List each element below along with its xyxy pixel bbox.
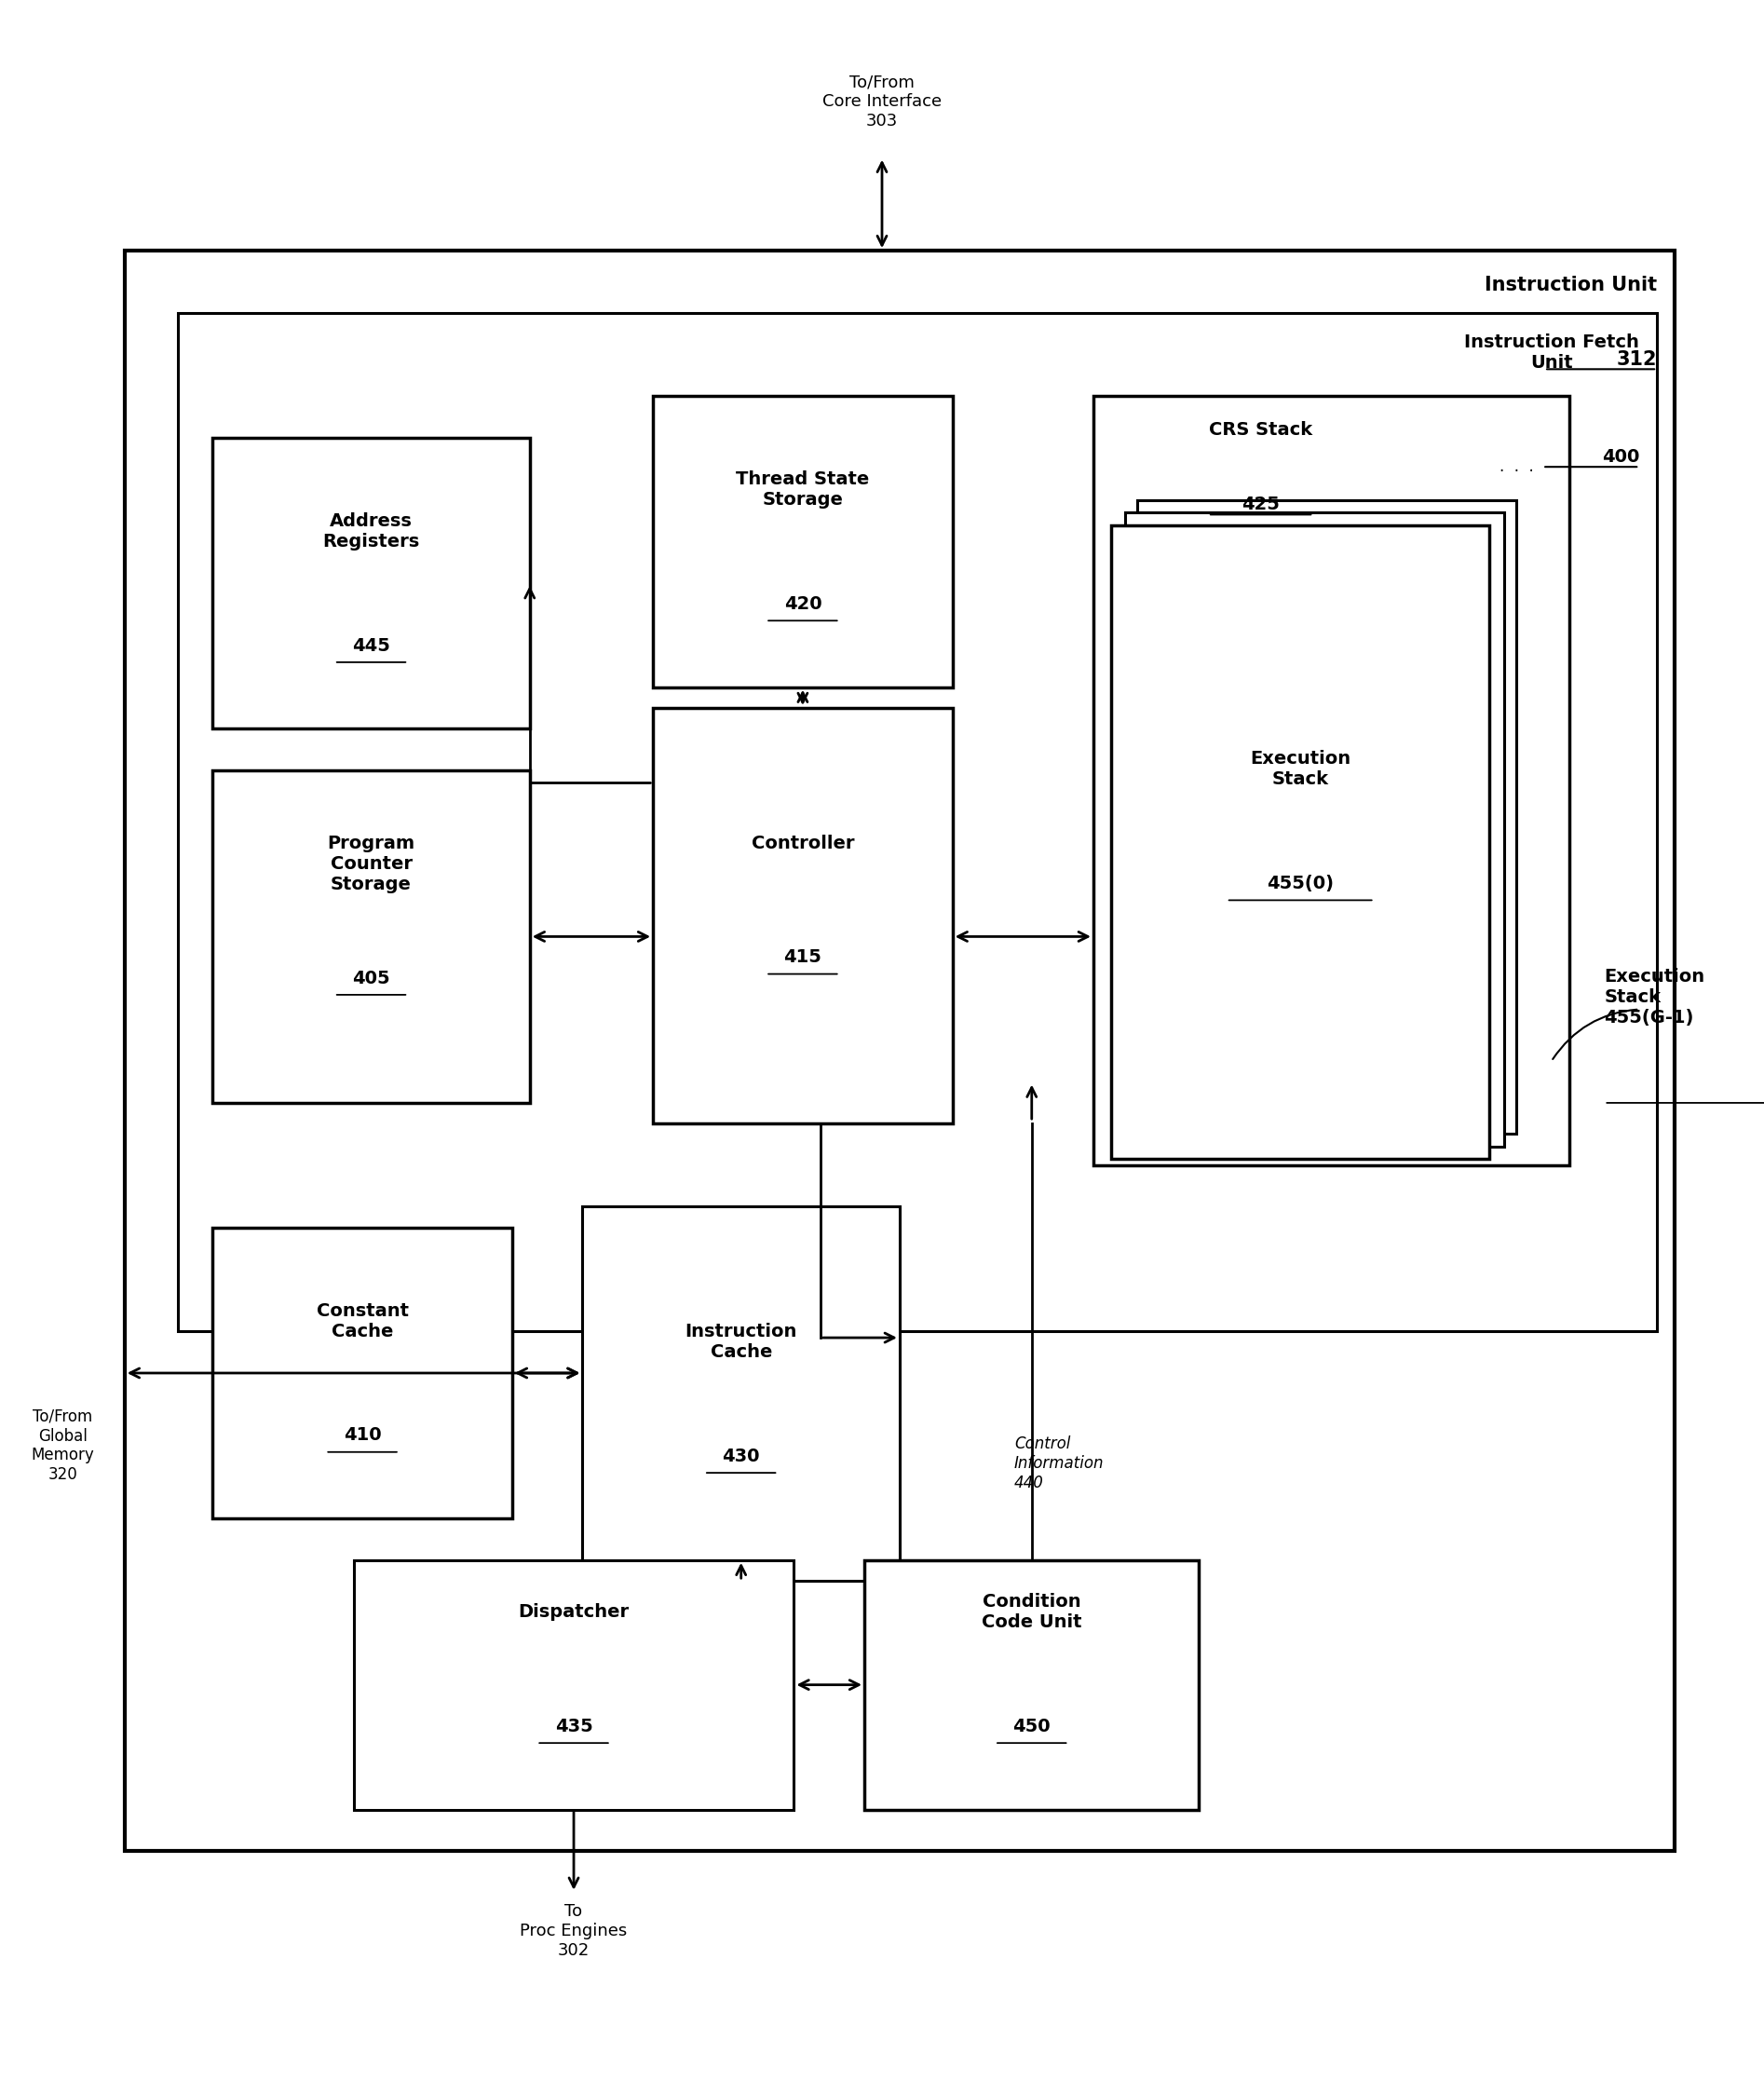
Text: 455(0): 455(0) (1267, 874, 1334, 893)
Text: Execution
Stack: Execution Stack (1251, 749, 1351, 789)
Text: 445: 445 (353, 637, 390, 653)
Bar (1111, 524, 1489, 1159)
Text: 410: 410 (344, 1428, 381, 1444)
Text: Execution
Stack
455(G-1): Execution Stack 455(G-1) (1603, 968, 1704, 1026)
Bar (1138, 499, 1515, 1134)
Text: Constant
Cache: Constant Cache (316, 1303, 409, 1340)
Text: Thread State
Storage: Thread State Storage (736, 470, 870, 510)
Bar (653, 708, 953, 1124)
Text: 425: 425 (1242, 495, 1279, 514)
Bar (1125, 512, 1503, 1147)
Text: Instruction Fetch
Unit: Instruction Fetch Unit (1464, 333, 1639, 372)
Text: 405: 405 (353, 970, 390, 986)
Text: 312: 312 (1616, 350, 1656, 368)
Bar (213, 1228, 512, 1519)
Text: 400: 400 (1602, 447, 1639, 466)
Bar (1094, 395, 1568, 1165)
Bar (213, 437, 529, 728)
Text: To/From
Global
Memory
320: To/From Global Memory 320 (32, 1409, 95, 1484)
Text: CRS Stack: CRS Stack (1208, 420, 1312, 439)
Text: 420: 420 (783, 595, 822, 614)
Text: Dispatcher: Dispatcher (519, 1602, 630, 1621)
Text: To
Proc Engines
302: To Proc Engines 302 (520, 1902, 628, 1958)
Text: Control
Information
440: Control Information 440 (1014, 1436, 1104, 1490)
Bar (178, 312, 1656, 1332)
Text: Address
Registers: Address Registers (323, 512, 420, 549)
Text: .  .  .: . . . (1499, 458, 1533, 474)
Text: Instruction
Cache: Instruction Cache (684, 1324, 797, 1361)
Bar (125, 250, 1674, 1852)
Bar (653, 395, 953, 687)
Text: To/From
Core Interface
303: To/From Core Interface 303 (822, 75, 942, 129)
Text: Controller: Controller (751, 834, 854, 851)
Text: 415: 415 (783, 949, 822, 966)
Bar (864, 1561, 1200, 1810)
Text: Program
Counter
Storage: Program Counter Storage (328, 834, 415, 893)
Text: 450: 450 (1013, 1717, 1051, 1736)
Text: 435: 435 (554, 1717, 593, 1736)
Bar (353, 1561, 794, 1810)
Bar (213, 770, 529, 1103)
Text: Instruction Unit: Instruction Unit (1485, 275, 1656, 293)
Text: 430: 430 (721, 1446, 760, 1465)
Text: Condition
Code Unit: Condition Code Unit (981, 1592, 1081, 1632)
Bar (582, 1207, 900, 1582)
